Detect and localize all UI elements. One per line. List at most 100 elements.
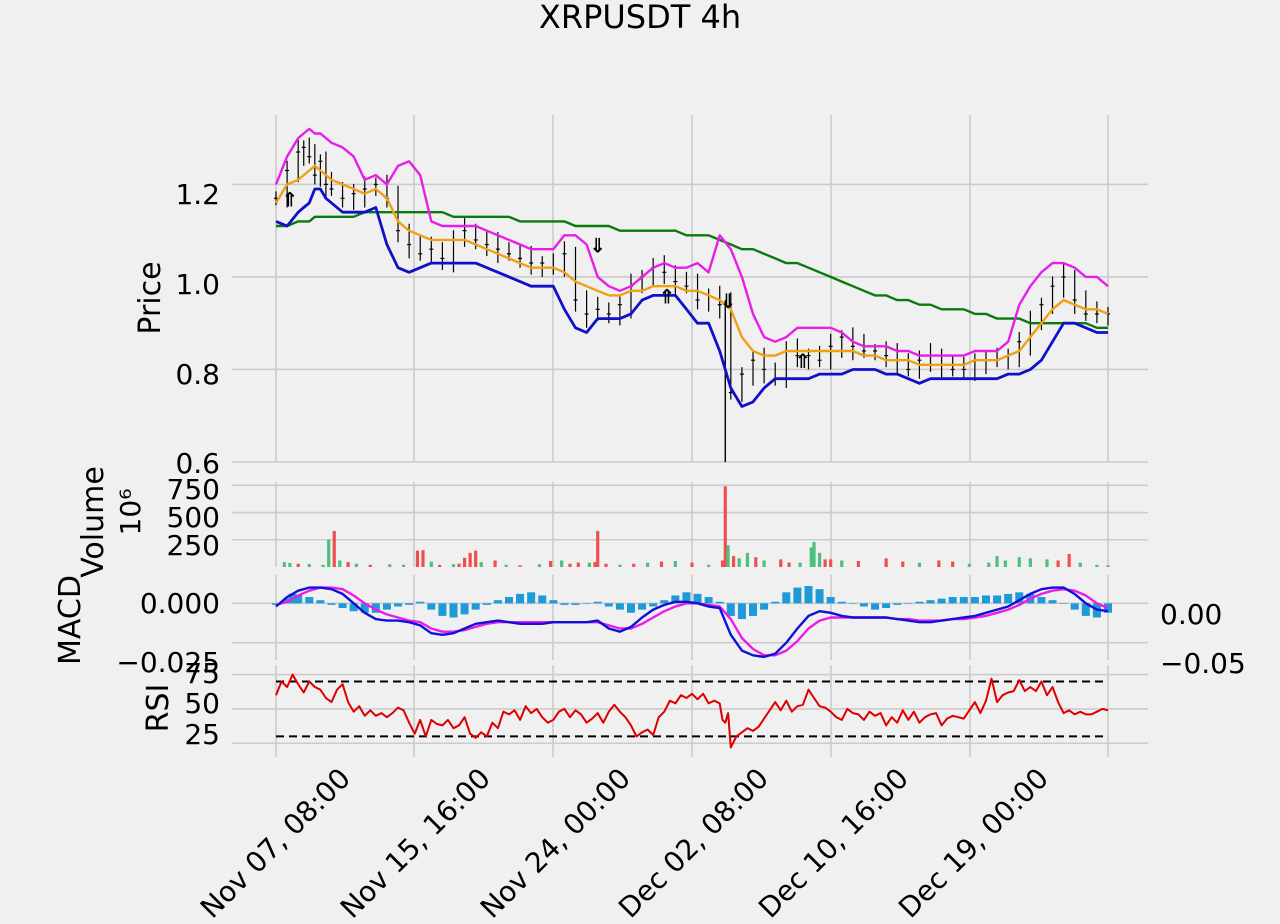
macd-histogram-bar — [538, 595, 547, 604]
volume-bar — [462, 557, 467, 567]
volume-bar — [987, 562, 991, 567]
volume-bar — [593, 562, 597, 567]
macd-histogram-bar — [682, 592, 691, 604]
macd-histogram-bar — [416, 601, 425, 604]
volume-bar — [1028, 558, 1032, 567]
volume-bar — [327, 539, 331, 567]
volume-bar — [754, 557, 758, 567]
volume-bar — [288, 562, 292, 567]
macd-histogram-bar — [848, 603, 857, 604]
macd-histogram-bar — [1059, 603, 1068, 604]
volume-bar — [1095, 564, 1099, 567]
price-y-axis-label: Price — [133, 261, 168, 334]
volume-bar — [823, 559, 827, 567]
volume-y-tick: 750 — [167, 473, 220, 506]
price-y-tick: 0.6 — [175, 447, 220, 480]
macd-histogram-bar — [560, 603, 569, 605]
volume-bar — [493, 560, 497, 567]
macd-y-tick-left: −0.025 — [116, 646, 220, 679]
volume-bar — [812, 541, 816, 567]
volume-bar — [307, 563, 311, 567]
macd-histogram-bar — [394, 603, 403, 607]
volume-bar — [321, 564, 325, 567]
volume-grid — [232, 482, 1148, 567]
rsi-y-tick: 75 — [184, 657, 220, 690]
macd-histogram-bar — [327, 603, 336, 605]
macd-histogram-bar — [405, 603, 414, 605]
sell-signal-arrow: ⇓ — [589, 234, 606, 258]
macd-histogram-bar — [737, 603, 746, 620]
price-panel: 1.2 1.0 0.8 0.6 Price ⇑ ⇓ ⇑ ⇓ ⇑ — [133, 115, 1148, 480]
price-y-tick: 1.2 — [175, 178, 220, 211]
volume-bar — [576, 562, 580, 567]
macd-lines — [275, 586, 1109, 659]
macd-histogram-bar — [782, 592, 791, 604]
volume-bar — [451, 564, 456, 567]
macd-histogram-bar — [937, 598, 946, 604]
volume-bar — [568, 563, 572, 567]
macd-histogram-bar — [649, 603, 658, 607]
volume-bar — [720, 560, 725, 567]
macd-histogram-bar — [482, 603, 491, 605]
macd-histogram-bar — [948, 597, 957, 604]
volume-bar — [884, 558, 888, 567]
volume-bar — [596, 531, 600, 567]
volume-bars — [282, 486, 1110, 567]
volume-bar — [917, 562, 922, 567]
volume-bar — [1045, 559, 1049, 567]
buy-signal-arrow: ⇑ — [795, 349, 812, 373]
volume-bar — [1078, 562, 1082, 567]
macd-histogram-bar — [715, 601, 724, 604]
volume-y-tick: 250 — [167, 529, 220, 562]
macd-histogram-bar — [926, 600, 935, 604]
volume-bar — [1067, 553, 1071, 567]
volume-bar — [659, 561, 664, 567]
volume-bar — [840, 560, 844, 567]
macd-histogram-bar — [427, 603, 436, 610]
volume-bar — [604, 563, 608, 567]
volume-bar — [457, 563, 461, 567]
volume-bar — [673, 561, 677, 567]
volume-bar — [646, 562, 650, 567]
volume-bar — [951, 561, 955, 567]
volume-bar — [937, 560, 941, 567]
macd-histogram-bar — [382, 603, 391, 610]
macd-y-tick-right: 0.00 — [1160, 598, 1222, 631]
macd-histogram-bar — [516, 593, 525, 604]
macd-histogram-bar — [338, 603, 347, 609]
volume-bar — [1106, 565, 1110, 567]
volume-bar — [726, 545, 730, 567]
volume-bar — [468, 552, 472, 567]
volume-bar — [438, 564, 442, 567]
volume-bar — [368, 564, 372, 567]
macd-histogram-bar — [305, 597, 314, 604]
volume-bar — [429, 561, 433, 567]
chart-title: XRPUSDT 4h — [539, 0, 741, 36]
volume-bar — [690, 562, 694, 567]
macd-histogram — [272, 586, 1112, 620]
price-y-tick-labels: 1.2 1.0 0.8 0.6 — [175, 178, 220, 480]
price-signals: ⇑ ⇓ ⇑ ⇓ ⇑ — [281, 187, 811, 373]
macd-histogram-bar — [981, 595, 990, 604]
volume-bar — [787, 562, 791, 567]
sma-line — [276, 210, 1108, 329]
macd-histogram-bar — [704, 597, 713, 604]
macd-y-tick-left: 0.000 — [140, 587, 220, 620]
macd-histogram-bar — [438, 603, 447, 616]
macd-histogram-bar — [815, 589, 824, 604]
volume-bar — [1017, 557, 1021, 567]
macd-histogram-bar — [1081, 603, 1090, 616]
volume-bar — [762, 560, 766, 567]
macd-histogram-bar — [449, 603, 458, 618]
macd-histogram-bar — [549, 600, 558, 604]
macd-histogram-bar — [693, 593, 702, 604]
macd-histogram-bar — [294, 595, 303, 604]
macd-histogram-bar — [859, 603, 868, 607]
volume-bar — [732, 556, 736, 567]
macd-histogram-bar — [793, 587, 802, 604]
volume-bar — [779, 559, 783, 567]
price-y-tick: 0.8 — [175, 358, 220, 391]
macd-histogram-bar — [893, 603, 902, 605]
macd-histogram-bar — [826, 597, 835, 604]
